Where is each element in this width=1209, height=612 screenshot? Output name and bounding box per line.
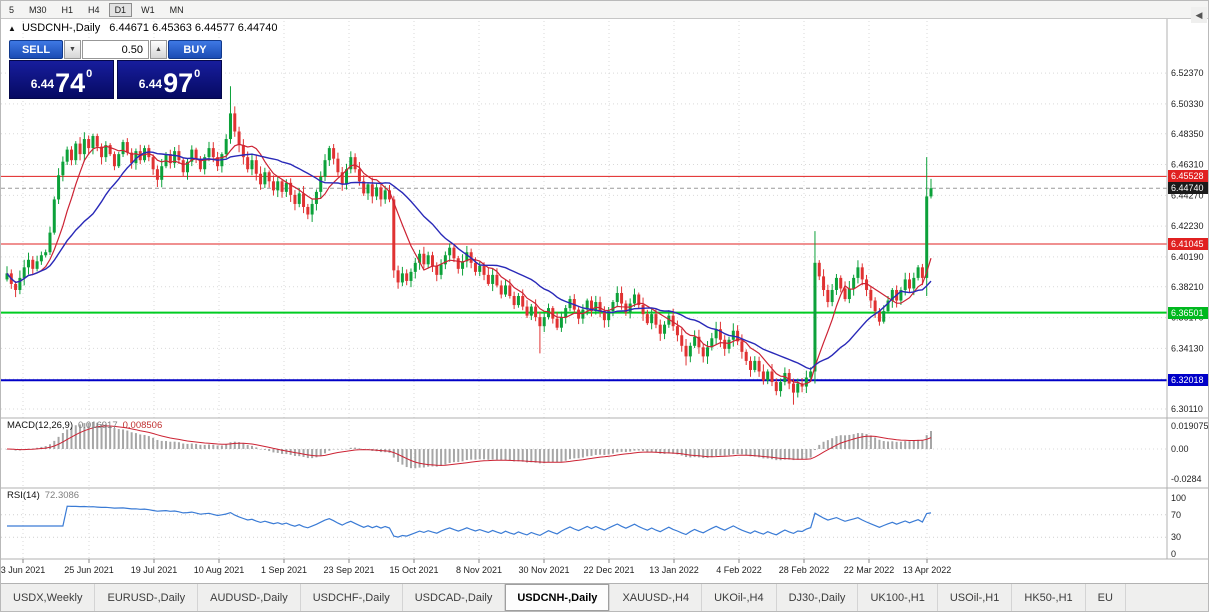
chart-tab-dj30-daily[interactable]: DJ30-,Daily — [777, 584, 859, 611]
timeframe-button-W1[interactable]: W1 — [141, 4, 155, 15]
svg-text:8 Nov 2021: 8 Nov 2021 — [456, 565, 502, 575]
price-badge-6.32018: 6.32018 — [1168, 374, 1208, 387]
chart-tab-hk50-h1[interactable]: HK50-,H1 — [1012, 584, 1086, 611]
svg-text:30 Nov 2021: 30 Nov 2021 — [518, 565, 569, 575]
buy-price-prefix: 6.44 — [138, 77, 163, 91]
timeframe-button-MN[interactable]: MN — [169, 4, 184, 15]
macd-pane — [1, 422, 1167, 469]
macd-value-1: 0.016917 — [78, 420, 118, 431]
tabs-scroll-left-button[interactable]: ◀ — [1191, 7, 1207, 23]
timeframe-button-D1[interactable]: D1 — [108, 2, 133, 17]
sell-price-prefix: 6.44 — [30, 77, 55, 91]
svg-text:6.44270: 6.44270 — [1171, 190, 1204, 200]
timeframe-button-H1[interactable]: H1 — [61, 4, 74, 15]
lot-increase-button[interactable]: ▲ — [150, 40, 167, 59]
chart-tab-eu[interactable]: EU — [1086, 584, 1126, 611]
chart-tab-usdcad-daily[interactable]: USDCAD-,Daily — [403, 584, 506, 611]
grid — [1, 21, 1167, 559]
buy-button[interactable]: BUY — [168, 40, 222, 59]
svg-text:70: 70 — [1171, 510, 1181, 520]
macd-indicator-label: MACD(12,26,9) 0.016917 0.008506 — [7, 420, 162, 431]
price-badge-6.45528: 6.45528 — [1168, 170, 1208, 183]
chart-tab-audusd-daily[interactable]: AUDUSD-,Daily — [198, 584, 301, 611]
sell-price-display[interactable]: 6.44 74 0 — [9, 60, 114, 99]
price-badge-6.44740: 6.44740 — [1168, 182, 1208, 195]
price-badge-6.36501: 6.36501 — [1168, 306, 1208, 319]
svg-text:4 Feb 2022: 4 Feb 2022 — [716, 565, 762, 575]
chart-tab-ukoil-h4[interactable]: UKOil-,H4 — [702, 584, 777, 611]
candles — [5, 86, 933, 405]
price-badge-6.41045: 6.41045 — [1168, 238, 1208, 251]
svg-text:10 Aug 2021: 10 Aug 2021 — [194, 565, 245, 575]
rsi-value: 72.3086 — [44, 490, 80, 501]
buy-price-big: 97 — [163, 68, 194, 99]
svg-text:0.019075: 0.019075 — [1171, 421, 1209, 431]
svg-text:6.50330: 6.50330 — [1171, 99, 1204, 109]
svg-text:25 Jun 2021: 25 Jun 2021 — [64, 565, 114, 575]
chart-tab-uk100-h1[interactable]: UK100-,H1 — [858, 584, 938, 611]
svg-text:22 Mar 2022: 22 Mar 2022 — [844, 565, 895, 575]
panel-separators — [1, 18, 1208, 560]
svg-text:6.48350: 6.48350 — [1171, 129, 1204, 139]
support-resistance-lines — [1, 175, 1167, 382]
svg-text:15 Oct 2021: 15 Oct 2021 — [389, 565, 438, 575]
axes-labels: 3 Jun 2021 25 Jun 2021 19 Jul 2021 10 Aug 2… — [1, 68, 1209, 575]
rsi-indicator-label: RSI(14) 72.3086 — [7, 490, 79, 501]
svg-text:6.30110: 6.30110 — [1171, 404, 1203, 414]
svg-text:22 Dec 2021: 22 Dec 2021 — [583, 565, 634, 575]
symbol-title: USDCNH-,Daily — [21, 22, 101, 34]
chart-tab-usoil-h1[interactable]: USOil-,H1 — [938, 584, 1013, 611]
sell-price-sup: 0 — [86, 68, 93, 80]
svg-text:6.52370: 6.52370 — [1171, 68, 1204, 78]
svg-text:6.46310: 6.46310 — [1171, 160, 1204, 170]
symbol-info: ▲ USDCNH-,Daily 6.44671 6.45363 6.44577 … — [8, 22, 278, 34]
rsi-pane — [1, 505, 1167, 538]
moving-averages — [6, 143, 932, 385]
timeframe-button-H4[interactable]: H4 — [88, 4, 100, 15]
one-click-panel-toggle-icon[interactable]: ▲ — [8, 24, 16, 33]
svg-text:28 Feb 2022: 28 Feb 2022 — [779, 565, 830, 575]
buy-price-sup: 0 — [194, 68, 201, 80]
svg-text:0.00: 0.00 — [1171, 444, 1189, 454]
buy-price-display[interactable]: 6.44 97 0 — [117, 60, 222, 99]
svg-text:13 Apr 2022: 13 Apr 2022 — [903, 565, 952, 575]
macd-value-2: 0.008506 — [122, 420, 163, 431]
chart-tab-xauusd-h4[interactable]: XAUUSD-,H4 — [610, 584, 703, 611]
lot-size-input[interactable] — [82, 40, 149, 59]
svg-text:100: 100 — [1171, 493, 1186, 503]
svg-text:30: 30 — [1171, 532, 1181, 542]
svg-text:13 Jan 2022: 13 Jan 2022 — [649, 565, 699, 575]
sell-button[interactable]: SELL — [9, 40, 63, 59]
svg-text:6.38210: 6.38210 — [1171, 282, 1204, 292]
timeframe-toolbar: 5 M30 H1 H4 D1 W1 MN — [1, 1, 1208, 19]
macd-name: MACD(12,26,9) — [7, 420, 73, 431]
rsi-name: RSI(14) — [7, 490, 40, 501]
chart-tab-usdx-weekly[interactable]: USDX,Weekly — [1, 584, 96, 611]
timeframe-button-5[interactable]: 5 — [9, 4, 15, 15]
sell-price-big: 74 — [55, 68, 86, 99]
chart-tab-eurusd-daily[interactable]: EURUSD-,Daily — [95, 584, 199, 611]
ohlc-values: 6.44671 6.45363 6.44577 6.44740 — [109, 22, 278, 34]
one-click-trading-panel: SELL ▼ ▲ BUY 6.44 74 0 6.44 97 0 — [9, 40, 222, 99]
svg-text:19 Jul 2021: 19 Jul 2021 — [131, 565, 178, 575]
svg-text:6.42230: 6.42230 — [1171, 221, 1204, 231]
chart-tabs-bar: USDX,Weekly EURUSD-,Daily AUDUSD-,Daily USD… — [1, 583, 1208, 611]
svg-text:-0.0284: -0.0284 — [1171, 474, 1202, 484]
svg-text:23 Sep 2021: 23 Sep 2021 — [323, 565, 374, 575]
svg-text:0: 0 — [1171, 549, 1176, 559]
svg-text:3 Jun 2021: 3 Jun 2021 — [1, 565, 45, 575]
svg-text:6.34130: 6.34130 — [1171, 343, 1204, 353]
svg-text:1 Sep 2021: 1 Sep 2021 — [261, 565, 307, 575]
chart-tab-usdchf-daily[interactable]: USDCHF-,Daily — [301, 584, 403, 611]
svg-text:6.40190: 6.40190 — [1171, 252, 1204, 262]
lot-decrease-button[interactable]: ▼ — [64, 40, 81, 59]
timeframe-button-M30[interactable]: M30 — [29, 4, 47, 15]
chart-tab-usdcnh-daily[interactable]: USDCNH-,Daily — [505, 584, 611, 611]
